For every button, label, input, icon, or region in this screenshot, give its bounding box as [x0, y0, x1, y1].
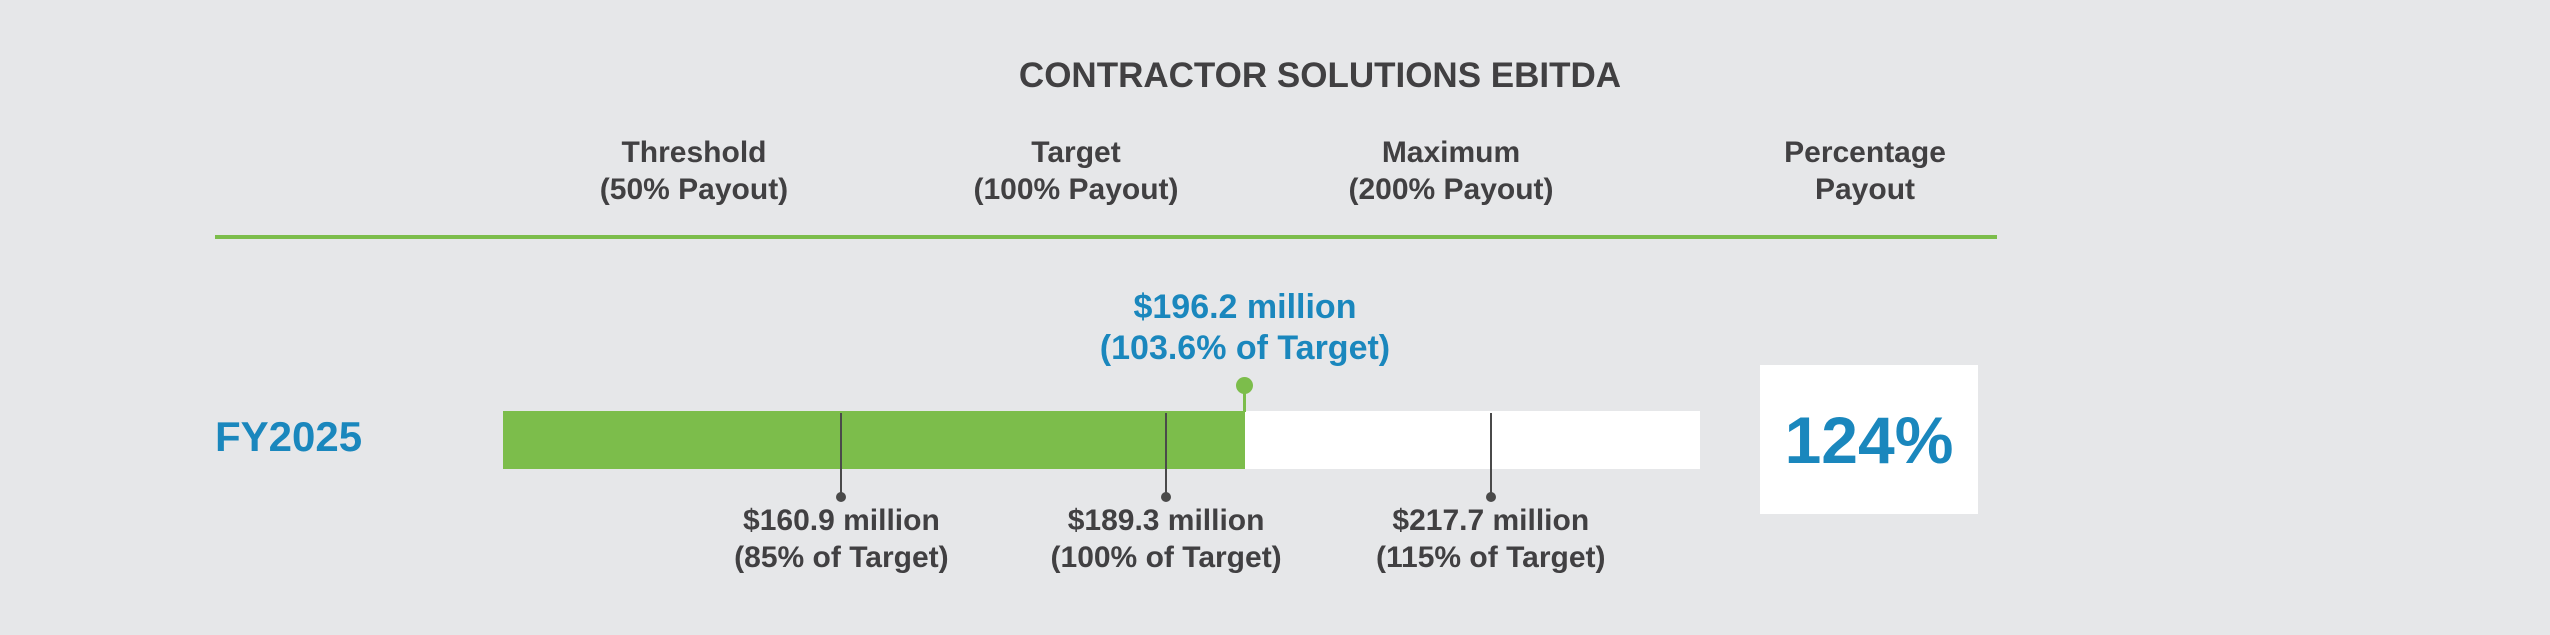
tick-dot	[1485, 492, 1496, 502]
actual-value-line1: $196.2 million	[1133, 288, 1357, 326]
header-maximum-line1: Maximum	[1381, 136, 1521, 169]
tick-label-value: $160.9 million	[743, 504, 940, 537]
header-payout-line2: Payout	[1814, 173, 1916, 206]
tick-line	[1165, 413, 1168, 495]
tick-label: $217.7 million (115% of Target)	[1281, 502, 1701, 576]
header-maximum: Maximum (200% Payout)	[1241, 134, 1661, 208]
payout-percentage: 124%	[1784, 402, 1954, 477]
tick-label-value: $217.7 million	[1392, 504, 1590, 537]
actual-value-label: $196.2 million (103.6% of Target)	[985, 287, 1505, 369]
tick-label: $189.3 million (100% of Target)	[956, 502, 1376, 576]
tick-label-percent: (100% of Target)	[1050, 541, 1282, 574]
header-target-line2: (100% Payout)	[973, 173, 1179, 206]
header-threshold-line1: Threshold	[621, 136, 767, 169]
tick-dot	[836, 492, 847, 502]
header-payout-line1: Percentage	[1784, 136, 1946, 169]
header-payout: Percentage Payout	[1655, 134, 2075, 208]
header-divider	[215, 235, 1997, 239]
actual-value-line2: (103.6% of Target)	[1099, 329, 1391, 367]
tick-label-percent: (115% of Target)	[1376, 541, 1606, 574]
header-maximum-line2: (200% Payout)	[1348, 173, 1554, 206]
category-label: FY2025	[215, 413, 363, 460]
header-target: Target (100% Payout)	[866, 134, 1286, 208]
tick-label-percent: (85% of Target)	[734, 541, 949, 574]
payout-box: 124%	[1760, 365, 1978, 514]
tick-dot	[1161, 492, 1172, 502]
tick-label: $160.9 million (85% of Target)	[631, 502, 1051, 576]
tick-line	[1489, 413, 1492, 495]
actual-marker-stem	[1243, 392, 1247, 412]
header-threshold: Threshold (50% Payout)	[484, 134, 904, 208]
header-target-line1: Target	[1031, 136, 1121, 169]
header-threshold-line2: (50% Payout)	[599, 173, 789, 206]
actual-marker-dot	[1236, 377, 1254, 394]
chart-title: CONTRACTOR SOLUTIONS EBITDA	[1018, 56, 1622, 95]
tick-line	[840, 413, 843, 495]
bar-fill-actual	[503, 411, 1245, 469]
tick-label-value: $189.3 million	[1067, 504, 1265, 537]
